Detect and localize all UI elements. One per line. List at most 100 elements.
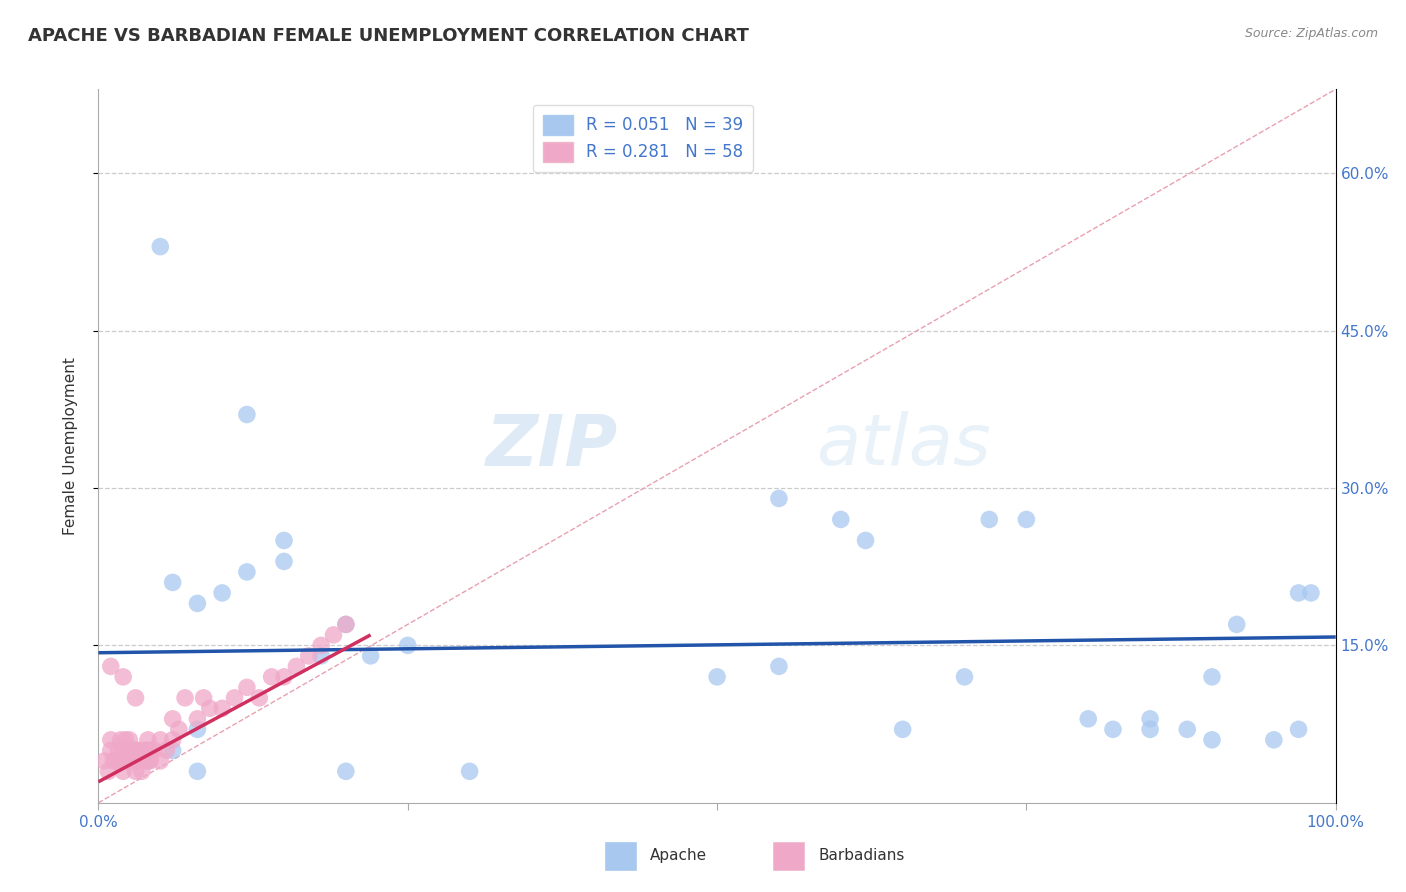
Point bbox=[136, 732, 159, 747]
Point bbox=[139, 743, 162, 757]
Point bbox=[1288, 723, 1310, 737]
Point bbox=[273, 554, 295, 568]
Point bbox=[112, 670, 135, 684]
Point bbox=[247, 690, 270, 705]
Point bbox=[136, 754, 159, 768]
Point bbox=[100, 732, 122, 747]
Point bbox=[162, 712, 184, 726]
Y-axis label: Female Unemployment: Female Unemployment bbox=[63, 357, 77, 535]
Point bbox=[100, 659, 122, 673]
Point bbox=[174, 690, 197, 705]
Point bbox=[110, 732, 132, 747]
Point bbox=[124, 754, 146, 768]
Point bbox=[273, 670, 295, 684]
Point bbox=[162, 743, 184, 757]
Point bbox=[114, 732, 136, 747]
Point bbox=[136, 743, 159, 757]
Point bbox=[127, 754, 149, 768]
Point bbox=[211, 701, 233, 715]
Point bbox=[198, 701, 221, 715]
Point bbox=[186, 723, 208, 737]
Point bbox=[260, 670, 283, 684]
Point bbox=[891, 723, 914, 737]
Point bbox=[335, 764, 357, 779]
Point bbox=[124, 764, 146, 779]
Point bbox=[298, 648, 321, 663]
Point bbox=[236, 565, 259, 579]
Point bbox=[953, 670, 976, 684]
Point bbox=[149, 732, 172, 747]
Point bbox=[112, 754, 135, 768]
Point bbox=[124, 743, 146, 757]
Point bbox=[768, 491, 790, 506]
Point bbox=[396, 639, 419, 653]
Point bbox=[1263, 732, 1285, 747]
Point bbox=[104, 754, 127, 768]
Point bbox=[360, 648, 382, 663]
Point bbox=[236, 681, 259, 695]
Point bbox=[309, 639, 332, 653]
Point bbox=[458, 764, 481, 779]
Point bbox=[322, 628, 344, 642]
Point bbox=[118, 732, 141, 747]
Point bbox=[211, 586, 233, 600]
Point bbox=[1175, 723, 1198, 737]
Point bbox=[224, 690, 246, 705]
Point bbox=[134, 743, 156, 757]
Point bbox=[143, 743, 166, 757]
Point bbox=[768, 659, 790, 673]
Point bbox=[830, 512, 852, 526]
Point bbox=[335, 617, 357, 632]
Point bbox=[1288, 586, 1310, 600]
Point bbox=[139, 754, 162, 768]
Point bbox=[1201, 732, 1223, 747]
Point bbox=[114, 743, 136, 757]
Legend: R = 0.051   N = 39, R = 0.281   N = 58: R = 0.051 N = 39, R = 0.281 N = 58 bbox=[533, 104, 754, 172]
Text: atlas: atlas bbox=[815, 411, 991, 481]
Point bbox=[136, 754, 159, 768]
Point bbox=[285, 659, 308, 673]
Point bbox=[155, 743, 177, 757]
Text: APACHE VS BARBADIAN FEMALE UNEMPLOYMENT CORRELATION CHART: APACHE VS BARBADIAN FEMALE UNEMPLOYMENT … bbox=[28, 27, 749, 45]
Point bbox=[131, 743, 153, 757]
Point bbox=[1201, 670, 1223, 684]
Point bbox=[112, 743, 135, 757]
Point bbox=[979, 512, 1001, 526]
Point bbox=[110, 754, 132, 768]
Point bbox=[97, 764, 120, 779]
Point bbox=[127, 743, 149, 757]
Point bbox=[1015, 512, 1038, 526]
Point bbox=[162, 575, 184, 590]
Point bbox=[193, 690, 215, 705]
Point bbox=[103, 754, 125, 768]
Point bbox=[1102, 723, 1125, 737]
Point bbox=[162, 732, 184, 747]
Point bbox=[112, 764, 135, 779]
Point bbox=[134, 754, 156, 768]
Point bbox=[1226, 617, 1249, 632]
Point bbox=[122, 743, 145, 757]
Point bbox=[100, 743, 122, 757]
Point bbox=[186, 596, 208, 610]
Point bbox=[186, 764, 208, 779]
Text: ZIP: ZIP bbox=[486, 411, 619, 481]
Point bbox=[1077, 712, 1099, 726]
Point bbox=[118, 743, 141, 757]
Point bbox=[149, 239, 172, 253]
Point bbox=[1139, 723, 1161, 737]
Point bbox=[335, 617, 357, 632]
Point bbox=[122, 754, 145, 768]
Point bbox=[186, 712, 208, 726]
Point bbox=[117, 754, 139, 768]
Point bbox=[706, 670, 728, 684]
Point bbox=[149, 754, 172, 768]
Point bbox=[124, 690, 146, 705]
Text: Barbadians: Barbadians bbox=[818, 848, 904, 863]
Point bbox=[855, 533, 877, 548]
Text: Apache: Apache bbox=[650, 848, 707, 863]
Point bbox=[93, 754, 115, 768]
Point bbox=[107, 743, 129, 757]
Point bbox=[131, 764, 153, 779]
Point bbox=[1299, 586, 1322, 600]
Point bbox=[167, 723, 190, 737]
